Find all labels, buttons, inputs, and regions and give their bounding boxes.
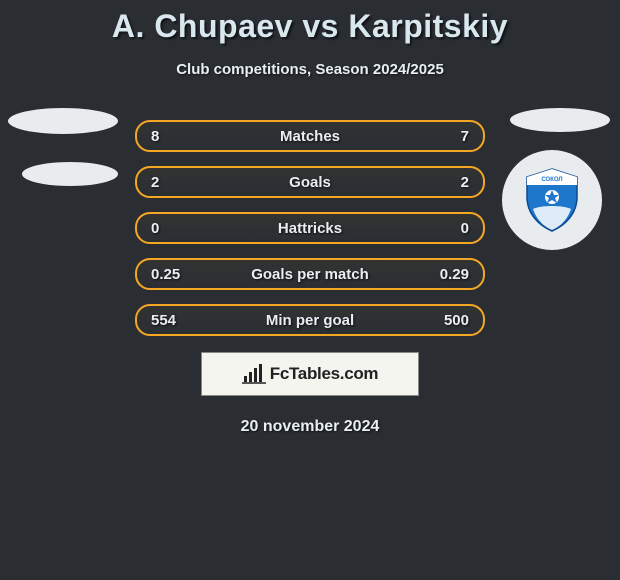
stat-label: Matches [280, 128, 340, 145]
branding-text: FcTables.com [270, 364, 379, 384]
stat-right-value: 500 [429, 312, 469, 329]
player1-badge-placeholder-1 [8, 108, 118, 134]
right-player-badges: СОКОЛ [502, 108, 610, 250]
stat-label: Goals [289, 174, 331, 191]
stat-right-value: 2 [429, 174, 469, 191]
stat-left-value: 2 [151, 174, 191, 191]
stat-left-value: 554 [151, 312, 191, 329]
stat-rows: 8 Matches 7 2 Goals 2 0 Hattricks 0 0.25… [135, 120, 485, 336]
stat-label: Min per goal [266, 312, 354, 329]
stat-row-min-per-goal: 554 Min per goal 500 [135, 304, 485, 336]
stat-right-value: 7 [429, 128, 469, 145]
stat-row-goals: 2 Goals 2 [135, 166, 485, 198]
stat-label: Goals per match [251, 266, 369, 283]
shield-icon: СОКОЛ [523, 167, 581, 233]
branding-box: FcTables.com [201, 352, 419, 396]
page-title: A. Chupaev vs Karpitskiy [0, 8, 620, 45]
svg-text:СОКОЛ: СОКОЛ [541, 177, 562, 183]
stat-label: Hattricks [278, 220, 342, 237]
stat-right-value: 0 [429, 220, 469, 237]
infographic-container: A. Chupaev vs Karpitskiy Club competitio… [0, 0, 620, 436]
stat-row-goals-per-match: 0.25 Goals per match 0.29 [135, 258, 485, 290]
bar-chart-icon [242, 364, 266, 384]
left-player-badges [8, 108, 118, 214]
stat-left-value: 0 [151, 220, 191, 237]
stat-row-hattricks: 0 Hattricks 0 [135, 212, 485, 244]
stat-left-value: 0.25 [151, 266, 191, 283]
player1-badge-placeholder-2 [22, 162, 118, 186]
player2-badge-placeholder [510, 108, 610, 132]
stat-row-matches: 8 Matches 7 [135, 120, 485, 152]
infographic-date: 20 november 2024 [0, 418, 620, 436]
player2-club-logo: СОКОЛ [502, 150, 602, 250]
stat-right-value: 0.29 [429, 266, 469, 283]
stats-area: СОКОЛ 8 Matches 7 2 Goals 2 0 Hattricks … [0, 120, 620, 436]
stat-left-value: 8 [151, 128, 191, 145]
subtitle: Club competitions, Season 2024/2025 [0, 61, 620, 78]
